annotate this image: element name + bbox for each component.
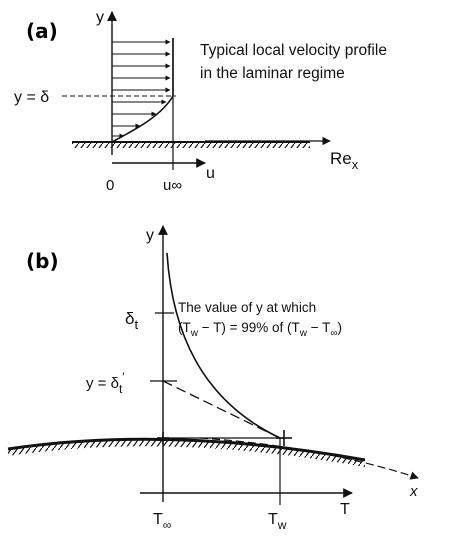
panel-b-note-line2: (Tw − T) = 99% of (Tw − T∞) bbox=[178, 320, 342, 339]
panel-a-caption-line1: Typical local velocity profile bbox=[200, 42, 387, 59]
panel-b-delta-t-prime-label: y = δt′ bbox=[86, 370, 125, 396]
panel-a: (a) y y = δ u 0 bbox=[14, 9, 387, 194]
panel-a-zero-label: 0 bbox=[106, 177, 114, 194]
panel-b-wall bbox=[7, 437, 366, 467]
panel-b-delta-t-label: δt bbox=[125, 309, 138, 332]
panel-a-label: (a) bbox=[26, 19, 58, 43]
panel-b-temperature-profile bbox=[166, 252, 281, 439]
panel-b-note-line1: The value of y at which bbox=[178, 300, 316, 315]
panel-b-tw-marker bbox=[276, 430, 292, 446]
panel-b-label: (b) bbox=[26, 249, 59, 273]
panel-b-tangent-line bbox=[162, 380, 281, 439]
panel-a-re-label: Rex bbox=[330, 149, 359, 172]
panel-a-delta-label: y = δ bbox=[14, 89, 49, 106]
panel-a-wall bbox=[72, 141, 310, 148]
panel-b-t-w-label: Tw bbox=[268, 511, 287, 532]
panel-b-y-label: y bbox=[146, 227, 154, 244]
panel-b-wall-marker bbox=[157, 432, 169, 444]
panel-a-caption-line2: in the laminar regime bbox=[200, 65, 345, 82]
panel-b-x-axis bbox=[199, 437, 419, 480]
panel-b-t-label: T bbox=[340, 501, 350, 518]
panel-a-velocity-arrows bbox=[112, 39, 171, 139]
panel-b-x-label: x bbox=[409, 483, 418, 500]
panel-a-u-inf-label: u∞ bbox=[163, 177, 182, 194]
panel-b: (b) x y δt y = δt′ bbox=[7, 225, 419, 532]
panel-b-t-inf-label: T∞ bbox=[153, 511, 171, 532]
panel-a-velocity-profile bbox=[111, 38, 174, 143]
panel-a-y-label: y bbox=[96, 9, 104, 26]
panel-a-u-label: u bbox=[206, 165, 215, 182]
